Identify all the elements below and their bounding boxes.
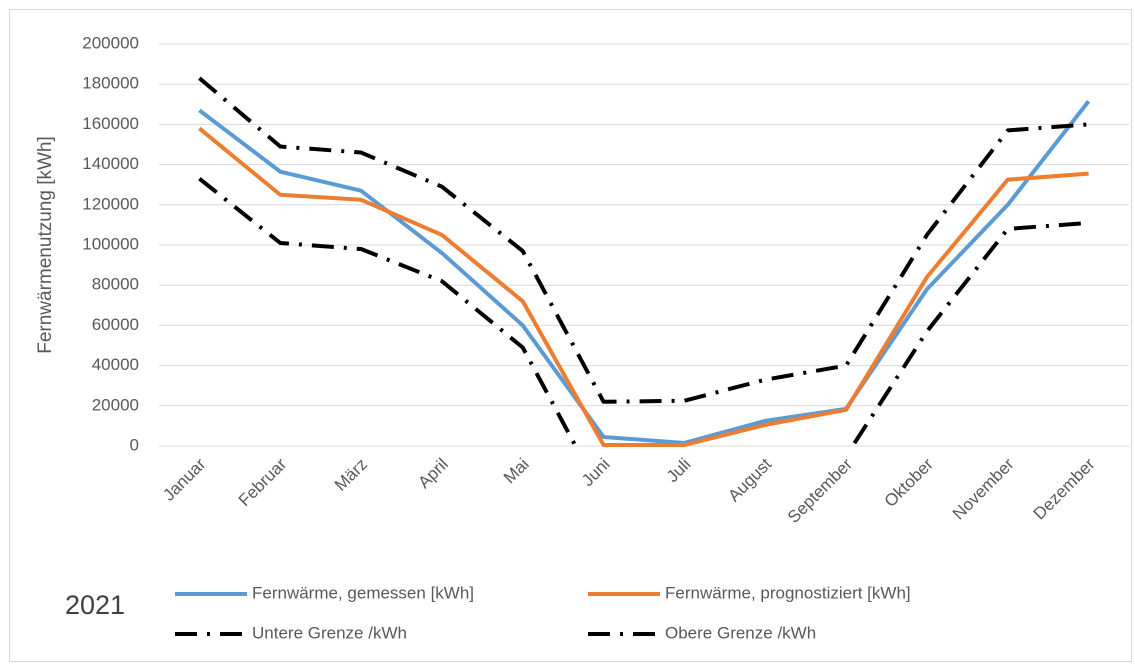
y-axis-label: Fernwärmenutzung [kWh] bbox=[35, 136, 56, 354]
y-tick-label: 200000 bbox=[82, 33, 139, 52]
y-tick-label: 160000 bbox=[82, 114, 139, 133]
series-line bbox=[198, 100, 1091, 445]
legend-label: Untere Grenze /kWh bbox=[252, 623, 407, 642]
y-tick-label: 20000 bbox=[92, 395, 139, 414]
series-line bbox=[198, 177, 1089, 447]
y-tick-label: 80000 bbox=[92, 275, 139, 294]
series-line bbox=[198, 76, 1089, 404]
y-tick-label: 140000 bbox=[82, 154, 139, 173]
y-tick-label: 100000 bbox=[82, 234, 139, 253]
y-tick-label: 0 bbox=[130, 435, 139, 454]
y-tick-label: 120000 bbox=[82, 194, 139, 213]
chart-border bbox=[9, 9, 1132, 662]
y-tick-label: 60000 bbox=[92, 315, 139, 334]
legend-label: Obere Grenze /kWh bbox=[665, 623, 816, 642]
annotation: 2021 bbox=[65, 590, 125, 620]
plot-area bbox=[198, 76, 1091, 447]
series-line bbox=[198, 126, 1089, 447]
y-tick-label: 40000 bbox=[92, 355, 139, 374]
y-tick-label: 180000 bbox=[82, 74, 139, 93]
legend-label: Fernwärme, prognostiziert [kWh] bbox=[665, 583, 911, 602]
legend-label: Fernwärme, gemessen [kWh] bbox=[252, 583, 474, 602]
